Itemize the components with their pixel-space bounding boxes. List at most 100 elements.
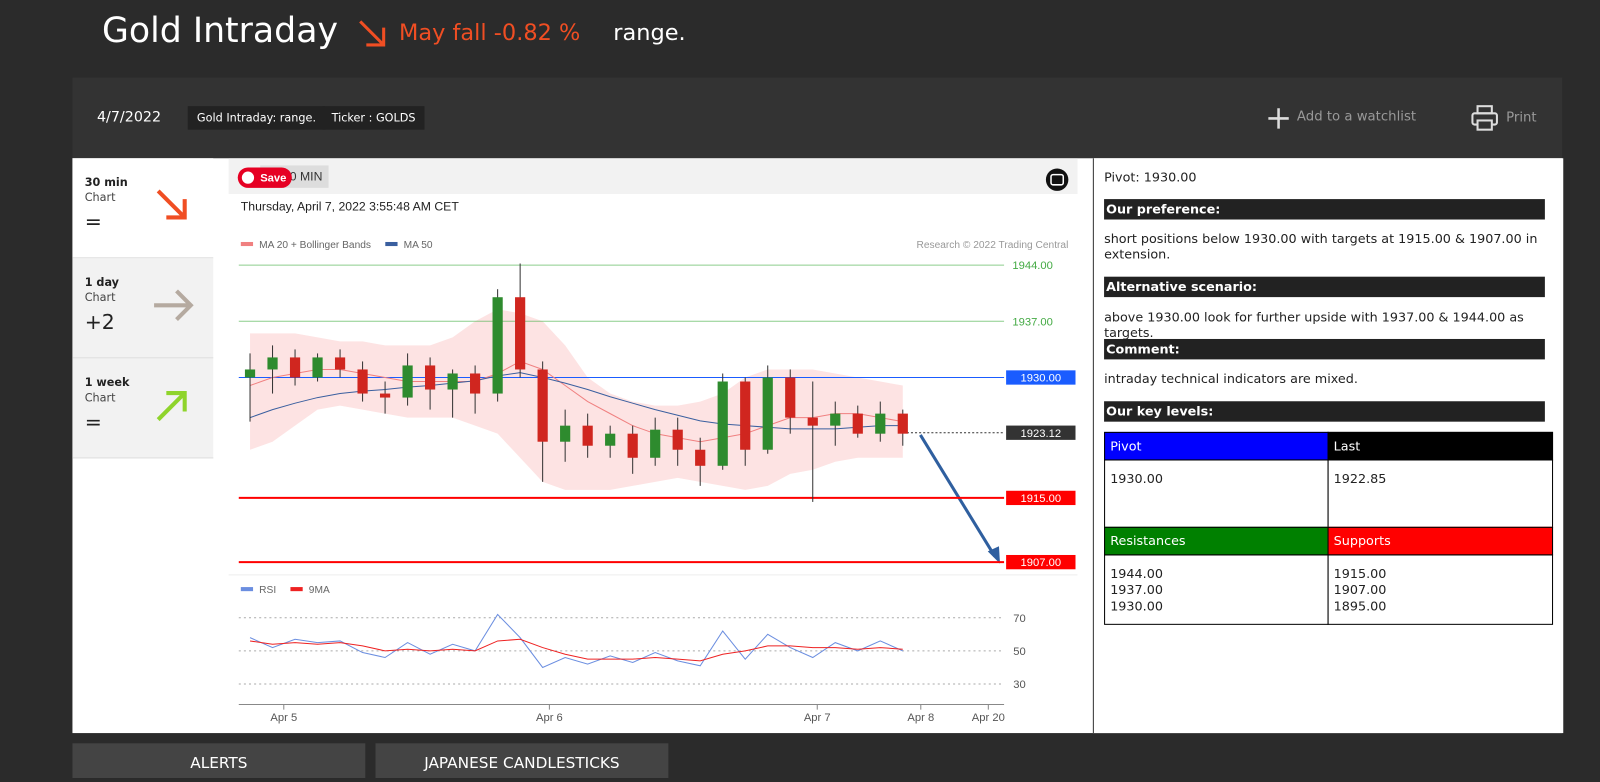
resistances-header: Resistances xyxy=(1104,526,1329,556)
analysis-panel: Pivot: 1930.00 Our preference: short pos… xyxy=(1092,158,1564,734)
label: Chart xyxy=(84,391,116,405)
down-arrow-icon xyxy=(156,189,187,220)
candle-body xyxy=(717,381,728,466)
value: +2 xyxy=(84,309,115,334)
candle-body xyxy=(424,365,436,390)
section-text: short positions below 1930.00 with targe… xyxy=(1104,230,1538,262)
date: 4/7/2022 xyxy=(96,109,162,126)
candle-body xyxy=(334,357,346,370)
x-tick-label: Apr 20 xyxy=(972,712,1005,724)
candle-body xyxy=(267,357,278,370)
x-tick-label: Apr 6 xyxy=(536,712,563,724)
value: = xyxy=(84,409,102,434)
tab[interactable]: ALERTS xyxy=(72,743,366,779)
candle-body xyxy=(447,373,458,390)
plus-icon[interactable] xyxy=(1266,106,1290,131)
timeframe[interactable]: 30 min Chart = xyxy=(72,158,214,259)
level-label-box xyxy=(1006,425,1076,440)
period: 1 day xyxy=(84,275,120,289)
candle-body xyxy=(762,377,773,450)
legend-swatch xyxy=(385,241,398,247)
print-button[interactable]: Print xyxy=(1506,110,1537,126)
candle-body xyxy=(852,413,863,434)
timeframe[interactable]: 1 week Chart = xyxy=(72,358,214,459)
level-label: 1923.12 xyxy=(1021,428,1062,440)
watchlist-button[interactable]: Add to a watchlist xyxy=(1296,109,1417,125)
indicator-line xyxy=(249,613,903,669)
resistance: 1930.00 xyxy=(1110,598,1163,614)
legend-swatch xyxy=(240,587,254,592)
last-header: Last xyxy=(1327,431,1554,461)
right-arrow-icon xyxy=(154,289,194,322)
section-heading: Our preference: xyxy=(1104,199,1545,220)
support: 1895.00 xyxy=(1333,598,1387,614)
label: Chart xyxy=(84,290,116,305)
x-tick-label: Apr 8 xyxy=(907,712,934,724)
value: = xyxy=(84,209,102,234)
level-label-box xyxy=(1006,554,1076,570)
last-value: 1922.85 xyxy=(1327,459,1554,528)
candle-body xyxy=(897,413,908,434)
candle-body xyxy=(470,373,481,394)
support: 1915.00 xyxy=(1333,565,1387,581)
candle-body xyxy=(379,393,391,398)
candle-body xyxy=(312,357,323,378)
candle-body xyxy=(650,429,661,458)
level-label: 1944.00 xyxy=(1012,260,1053,272)
section-heading: Our key levels: xyxy=(1104,401,1545,422)
bollinger-band xyxy=(250,309,903,490)
pivot-header: Pivot xyxy=(1104,431,1329,461)
period: 30 min xyxy=(84,175,128,189)
y-tick-label: 70 xyxy=(1013,613,1025,625)
up-arrow-icon xyxy=(156,391,187,422)
legend-swatch xyxy=(290,587,303,592)
timeframe[interactable]: 1 day Chart +2 xyxy=(72,258,214,359)
candle-body xyxy=(830,413,841,426)
tag: Gold Intraday: range. xyxy=(187,106,326,130)
print-icon[interactable] xyxy=(1470,104,1499,133)
change-text: May fall xyxy=(398,20,487,46)
candle-body xyxy=(807,417,818,426)
forecast-arrow xyxy=(919,434,997,558)
status: range. xyxy=(613,20,686,46)
legend-swatch xyxy=(240,241,254,247)
save-label: Save xyxy=(260,173,286,185)
level-label: 1930.00 xyxy=(1021,373,1062,385)
title: Gold Intraday xyxy=(102,10,339,52)
candle-body xyxy=(289,357,301,378)
label: Chart xyxy=(84,190,116,205)
legend-label: MA 50 xyxy=(404,240,433,251)
level-label-box xyxy=(1006,490,1076,506)
tab[interactable]: JAPANESE CANDLESTICKS xyxy=(375,743,669,779)
supports-cell: 1915.00 1907.00 1895.00 xyxy=(1327,554,1554,625)
indicator-line xyxy=(249,638,903,662)
candle-body xyxy=(357,369,368,394)
candle-body xyxy=(875,413,886,434)
interval: 0 MIN xyxy=(290,170,323,184)
candle-body xyxy=(605,433,616,446)
section-heading: Alternative scenario: xyxy=(1104,276,1545,298)
legend-label: MA 20 + Bollinger Bands xyxy=(259,240,371,251)
change: May fall -0.82 % xyxy=(399,20,580,46)
change-value: -0.82 % xyxy=(493,20,581,46)
candle-body xyxy=(740,381,751,450)
supports-header: Supports xyxy=(1327,526,1554,556)
camera-icon xyxy=(1050,173,1065,186)
candle-body xyxy=(402,365,413,398)
legend-label: 9MA xyxy=(309,585,330,596)
chart-toolbar xyxy=(228,158,1078,194)
forecast-arrowhead xyxy=(987,546,1000,564)
section-heading: Comment: xyxy=(1104,338,1545,360)
tag: Ticker : GOLDS xyxy=(322,106,425,130)
pivot-value: 1930.00 xyxy=(1104,459,1329,528)
level-label: 1907.00 xyxy=(1021,557,1062,569)
level-label-box xyxy=(1006,370,1076,385)
screenshot-button[interactable] xyxy=(1045,168,1069,191)
section-text: intraday technical indicators are mixed. xyxy=(1104,370,1358,386)
resistance: 1937.00 xyxy=(1110,581,1163,598)
candle-body xyxy=(695,449,706,466)
candle-body xyxy=(627,433,638,458)
legend-label: RSI xyxy=(259,585,276,596)
watermark: Research © 2022 Trading Central xyxy=(916,240,1068,251)
